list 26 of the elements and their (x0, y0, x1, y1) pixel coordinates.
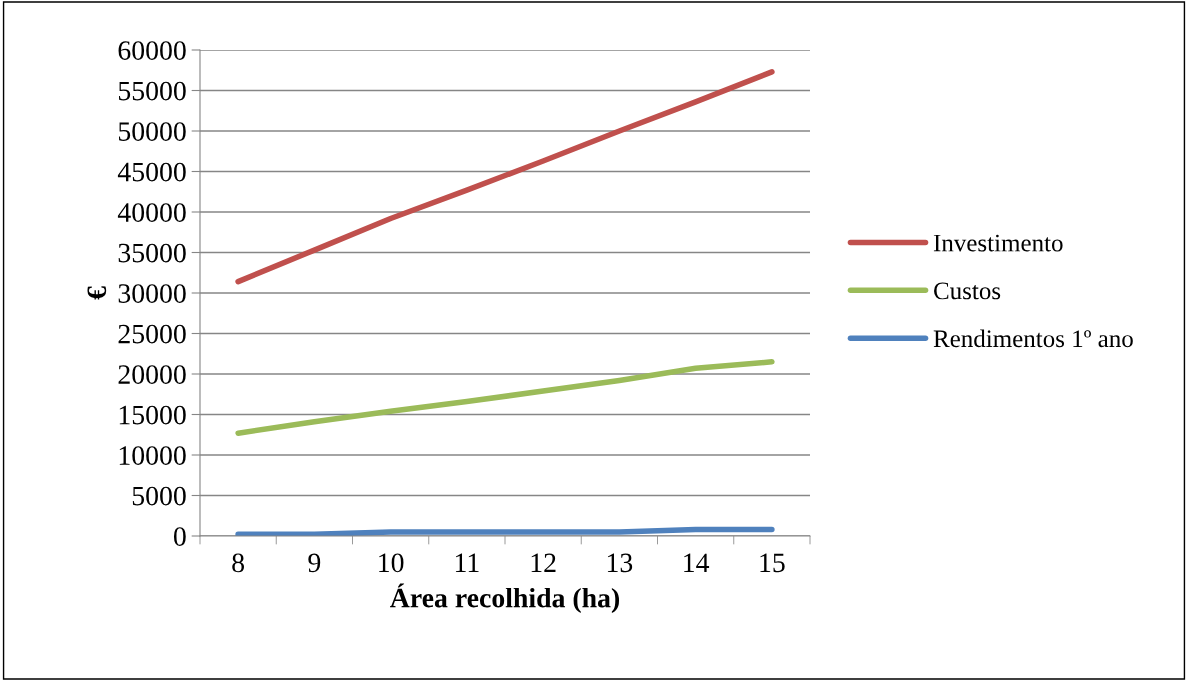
y-tick-label: 60000 (118, 41, 186, 60)
x-tick-label: 14 (684, 553, 710, 572)
y-tick-label: 40000 (117, 203, 186, 222)
legend-label: Rendimentos 1º ano (933, 329, 1133, 348)
y-tick-label: 15000 (119, 405, 186, 425)
y-tick-label: 55000 (118, 81, 186, 101)
x-tick-label: 9 (308, 553, 321, 573)
y-tick-label: 5000 (132, 486, 186, 506)
x-tick-label: 12 (531, 553, 556, 572)
legend-label: Investimento (933, 234, 1063, 252)
y-tick-label: 25000 (118, 324, 186, 344)
y-tick-label: 50000 (118, 122, 186, 141)
x-tick-label: 10 (379, 553, 404, 573)
y-tick-label: 10000 (119, 446, 186, 465)
legend-label: Custos (934, 282, 1001, 300)
y-axis-title: € (87, 286, 107, 300)
x-tick-label: 8 (232, 553, 245, 573)
y-tick-label: 45000 (117, 162, 186, 182)
x-tick-label: 15 (760, 553, 785, 573)
x-axis-title: Área recolhida (ha) (390, 583, 620, 614)
x-tick-label: 11 (455, 553, 479, 572)
y-tick-label: 0 (173, 527, 186, 546)
y-tick-label: 20000 (118, 365, 186, 384)
y-tick-label: 35000 (118, 243, 186, 263)
x-tick-label: 13 (607, 553, 633, 573)
y-tick-label: 30000 (118, 284, 186, 303)
